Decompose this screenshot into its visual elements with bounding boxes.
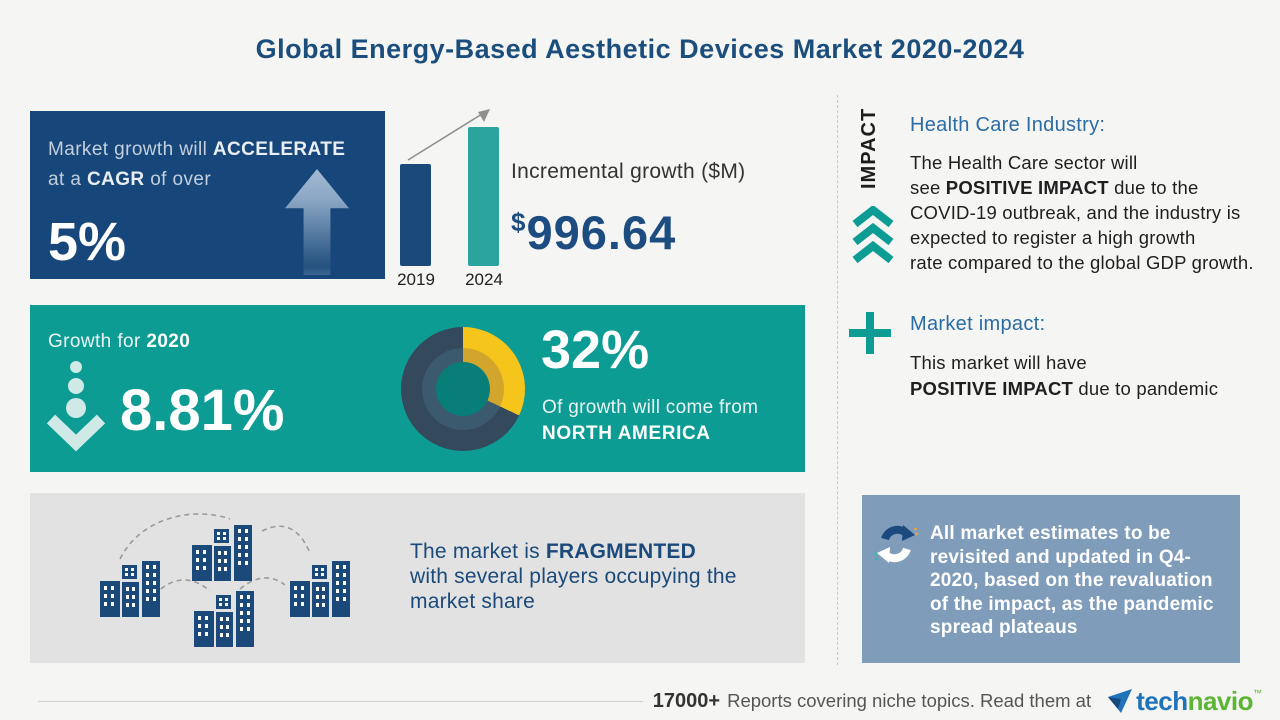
vertical-divider [837,95,838,665]
footer: 17000+ Reports covering niche topics. Re… [38,686,1262,717]
cagr-line1: Market growth will ACCELERATE [48,139,346,160]
currency-symbol: $ [511,207,527,237]
incremental-growth-label: Incremental growth ($M) [511,160,746,183]
fragmented-text: The market is FRAGMENTED with several pla… [410,540,737,613]
update-note-text: All market estimates to be revisited and … [930,523,1214,638]
healthcare-body: The Health Care sector will see POSITIVE … [910,152,1254,273]
growth-2020-label: Growth for 2020 [48,331,191,352]
market-impact-body: This market will have POSITIVE IMPACT due… [910,352,1219,399]
growth-2020-card: Growth for 2020 8.81% 32% Of growth will… [30,305,805,472]
city-clusters-illustration [100,513,350,647]
bar-2024 [468,127,499,266]
incremental-growth-value: $996.64 [511,205,676,260]
logo-triangle-icon [1108,689,1133,713]
fragmented-market-card: The market is FRAGMENTED with several pla… [30,493,805,663]
cagr-card: Market growth will ACCELERATE at a CAGR … [30,111,385,279]
donut-chart [401,327,525,451]
update-note-card: All market estimates to be revisited and … [862,495,1240,663]
logo-trademark: ™ [1253,688,1262,698]
impact-chevrons-icon [852,206,894,264]
footer-divider [38,700,643,702]
cagr-line2: at a CAGR of over [48,169,212,190]
plus-icon [849,312,891,354]
technavio-logo: tech navio ™ [1107,686,1262,717]
growth-2020-value: 8.81% [120,378,285,443]
donut-center [436,362,490,416]
bar-2019 [400,164,431,266]
incremental-growth-bar-chart: 2019 2024 [397,100,508,289]
trend-arrow-icon [407,109,490,161]
north-america-share-caption: Of growth will come from [542,397,759,418]
logo-text-tech: tech [1136,685,1188,716]
north-america-share-value: 32% [541,320,650,380]
north-america-label: NORTH AMERICA [542,423,711,444]
bar-label-2024: 2024 [465,270,503,289]
page-title: Global Energy-Based Aesthetic Devices Ma… [255,34,1025,64]
reports-count: 17000+ [652,689,721,712]
healthcare-heading: Health Care Industry: [910,114,1106,136]
market-impact-heading: Market impact: [910,313,1046,335]
bar-plot-area [398,100,508,266]
incremental-amount: 996.64 [526,206,677,259]
cagr-value: 5% [48,212,127,272]
refresh-icon [874,525,918,563]
down-trend-icon [46,361,106,452]
impact-vertical-label: IMPACT [858,107,880,189]
footer-tagline: Reports covering niche topics. Read them… [727,690,1092,711]
logo-text-navio: navio [1187,685,1254,716]
bar-label-2019: 2019 [397,270,435,289]
